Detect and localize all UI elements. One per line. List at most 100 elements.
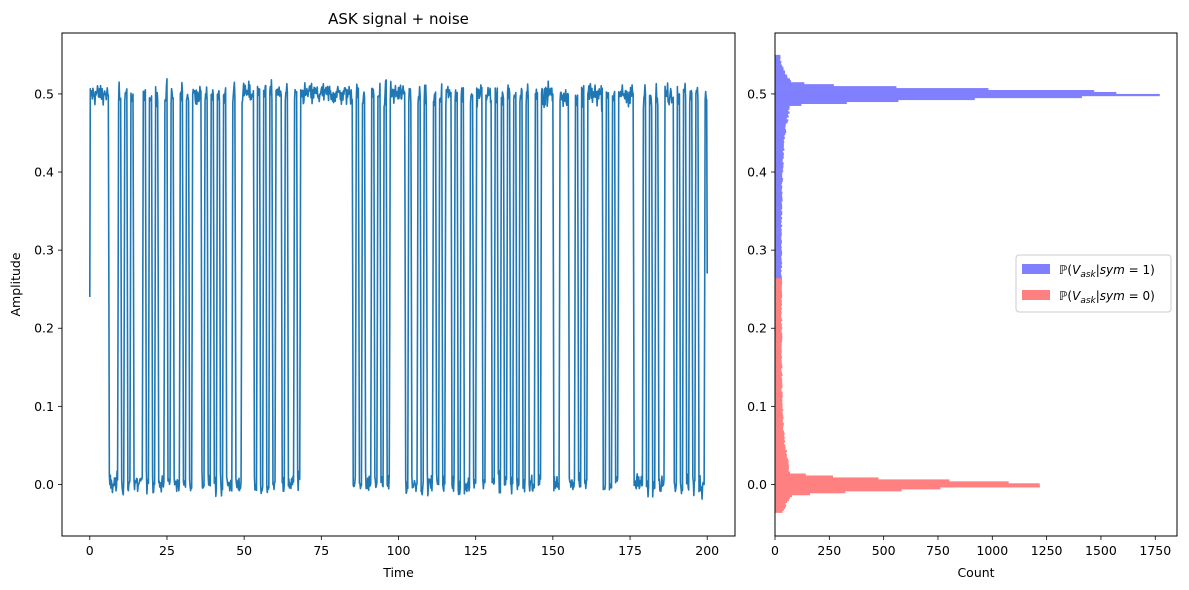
- signal-plot-title: ASK signal + noise: [328, 10, 469, 28]
- histogram-bar: [775, 179, 783, 183]
- histogram-x-tick-label: 1250: [1031, 543, 1063, 558]
- histogram-x-tick-label: 1750: [1139, 543, 1171, 558]
- histogram-bar: [775, 255, 782, 259]
- histogram-bar: [775, 181, 783, 185]
- histogram-bar: [775, 418, 783, 422]
- signal-x-tick-label: 25: [159, 543, 175, 558]
- histogram-bar: [775, 360, 782, 363]
- histogram-bar: [775, 438, 785, 441]
- histogram-bar: [775, 134, 785, 138]
- histogram-bar: [775, 195, 783, 198]
- histogram-bar: [775, 377, 783, 381]
- histogram-bar: [775, 311, 782, 314]
- histogram-bar: [775, 115, 789, 118]
- histogram-bar: [775, 330, 782, 334]
- histogram-bar: [775, 142, 784, 145]
- histogram-bar: [775, 164, 784, 167]
- histogram-bar: [775, 297, 782, 301]
- signal-x-tick-label: 175: [618, 543, 642, 558]
- histogram-bar: [775, 103, 802, 106]
- signal-y-tick-label: 0.0: [34, 477, 54, 492]
- histogram-x-tick-label: 1000: [976, 543, 1008, 558]
- histogram-x-tick-label: 0: [771, 543, 779, 558]
- histogram-bar: [775, 446, 786, 449]
- legend-swatch-sym-1: [1022, 264, 1050, 274]
- histogram-bar: [775, 232, 782, 235]
- histogram-bar: [775, 236, 782, 239]
- histogram-bar: [775, 109, 789, 112]
- histogram-bar: [775, 356, 782, 359]
- histogram-bar: [775, 82, 805, 85]
- histogram-bar: [775, 375, 782, 379]
- histogram-bar: [775, 405, 783, 408]
- histogram-bar: [775, 289, 782, 293]
- histogram-y-tick-label: 0.3: [747, 243, 767, 258]
- histogram-plot-frame: [774, 32, 1178, 537]
- histogram-bar: [775, 295, 783, 299]
- histogram-bar: [775, 162, 784, 165]
- histogram-bars: [775, 54, 1160, 513]
- histogram-bar: [775, 158, 783, 161]
- histogram-bar: [775, 160, 783, 163]
- histogram-bar: [775, 450, 787, 453]
- histogram-bar: [775, 338, 783, 342]
- histogram-bar: [775, 346, 782, 349]
- histogram-bar: [775, 510, 783, 513]
- histogram-bar: [775, 500, 788, 504]
- signal-series: [88, 78, 709, 500]
- histogram-y-tick-label: 0.2: [747, 321, 767, 336]
- histogram-bar: [775, 140, 785, 144]
- histogram-bar: [775, 84, 834, 87]
- histogram-x-tick-label: 750: [926, 543, 950, 558]
- histogram-bar: [775, 442, 785, 445]
- histogram-bar: [775, 416, 784, 420]
- histogram-bar: [775, 252, 783, 255]
- histogram-bar: [775, 74, 787, 77]
- histogram-bar: [775, 411, 783, 414]
- histogram-bar: [775, 286, 782, 289]
- histogram-bar: [775, 471, 791, 474]
- histogram-bar: [775, 273, 782, 276]
- histogram-bar: [775, 70, 785, 73]
- histogram-bar: [775, 201, 782, 204]
- histogram-bar: [775, 218, 782, 222]
- histogram-bar: [775, 504, 787, 508]
- signal-line: [88, 78, 709, 500]
- histogram-bar: [775, 477, 879, 480]
- legend-box: [1015, 254, 1172, 313]
- histogram-bar: [775, 350, 782, 353]
- histogram-bar: [775, 203, 783, 206]
- signal-x-tick-label: 75: [313, 543, 329, 558]
- histogram-bar: [775, 226, 782, 229]
- signal-x-ticks: 0 25 50 75 100 125 150 175 200: [86, 536, 719, 558]
- histogram-bar: [775, 86, 897, 89]
- histogram-bar: [775, 170, 784, 173]
- histogram-bar: [775, 414, 784, 418]
- histogram-legend: ℙ(Vask|sym = 1) ℙ(Vask|sym = 0): [1015, 254, 1172, 313]
- histogram-bar: [775, 491, 846, 494]
- histogram-bar: [775, 387, 782, 390]
- histogram-bar: [775, 502, 786, 506]
- histogram-bar: [775, 348, 782, 351]
- histogram-bar: [775, 205, 783, 208]
- histogram-bar: [775, 199, 783, 202]
- histogram-bar: [775, 244, 782, 247]
- histogram-bar: [775, 483, 1040, 486]
- histogram-bar: [775, 177, 784, 181]
- histogram-bar: [775, 323, 782, 326]
- histogram-bar: [775, 228, 782, 231]
- histogram-bar: [775, 430, 785, 433]
- histogram-bar: [775, 370, 782, 373]
- signal-y-tick-label: 0.5: [34, 86, 54, 101]
- histogram-bar: [775, 148, 785, 151]
- histogram-bar: [775, 242, 782, 245]
- histogram-bar: [775, 58, 781, 62]
- histogram-x-tick-label: 500: [872, 543, 896, 558]
- histogram-bar: [775, 246, 782, 249]
- histogram-bar: [775, 213, 783, 216]
- histogram-bar: [775, 293, 783, 297]
- signal-x-tick-label: 0: [86, 543, 94, 558]
- histogram-bar: [775, 129, 787, 132]
- histogram-bar: [775, 366, 783, 369]
- histogram-x-tick-label: 250: [817, 543, 841, 558]
